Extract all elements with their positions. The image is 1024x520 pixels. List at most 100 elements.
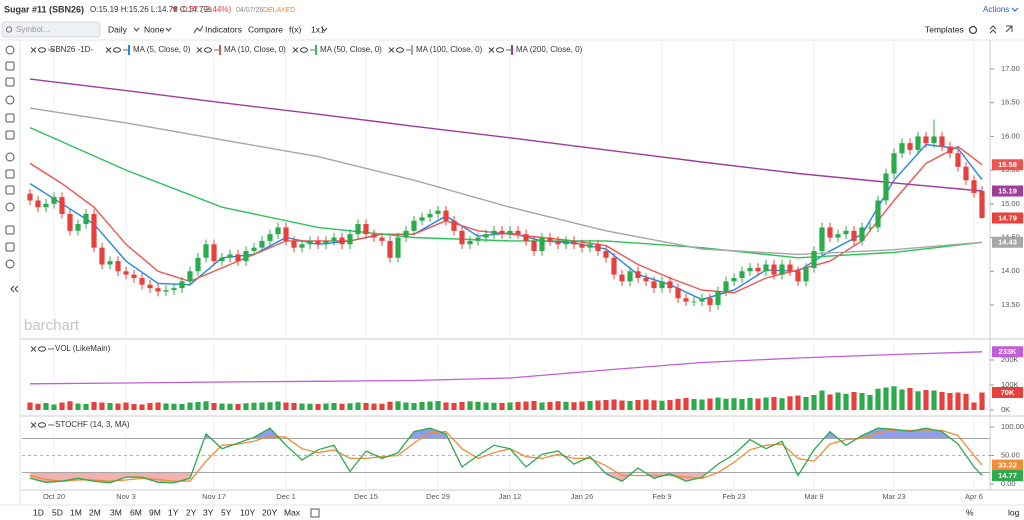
toolbar-item[interactable]: f(x) [289,24,301,34]
scale-option[interactable]: log [1008,507,1020,517]
volume-bar [795,395,801,410]
expand-icon[interactable] [1005,25,1013,33]
range-button[interactable]: 5Y [221,507,232,517]
tool-icon[interactable] [5,152,15,162]
legend-menu[interactable] [48,424,50,426]
legend-close[interactable] [30,422,37,428]
volume-bar [379,403,385,410]
legend-menu[interactable] [52,49,54,51]
legend-menu[interactable] [50,49,52,51]
legend-close[interactable] [388,47,395,53]
tool-icon[interactable] [5,242,15,252]
volume-bar [355,402,361,410]
legend-close[interactable] [292,47,299,53]
tool-icon[interactable] [5,113,15,123]
legend-close[interactable] [488,47,495,53]
candle-body [499,230,505,235]
legend-eye[interactable] [113,47,121,53]
range-button[interactable]: 3Y [203,507,214,517]
candle-body [611,257,617,275]
candle-body [579,244,585,248]
range-button[interactable]: 3M [110,507,122,517]
tool-icon[interactable] [5,77,15,87]
legend-menu[interactable] [50,348,52,350]
y-tick-label: 0K [1001,405,1010,414]
range-button[interactable]: 6M [130,507,142,517]
legend-eye[interactable] [300,47,308,53]
tool-icon[interactable] [5,185,15,195]
settings-icon[interactable] [968,25,978,35]
y-tick-label: 100K [1001,380,1019,389]
volume-bar [299,403,305,410]
volume-bar [547,402,553,410]
legend-menu[interactable] [123,49,125,51]
legend-eye[interactable] [396,47,404,53]
actions-menu[interactable]: Actions [983,5,1009,14]
scale-option[interactable]: % [966,507,974,517]
legend-menu[interactable] [125,49,127,51]
toolbar-item[interactable]: Indicators [205,24,242,34]
candle-body [643,277,649,282]
range-button[interactable]: 1D [33,507,44,517]
legend-menu[interactable] [216,49,218,51]
legend-eye[interactable] [38,346,46,352]
candle-body [971,180,977,194]
volume-bar [707,398,713,410]
range-button[interactable]: 2M [89,507,101,517]
legend-close[interactable] [105,47,112,53]
templates-button[interactable]: Templates [925,24,964,34]
collapse-icon[interactable] [989,25,997,34]
tool-icon[interactable] [5,169,15,179]
volume-bar [403,402,409,410]
range-button[interactable]: 5D [52,507,63,517]
legend-eye[interactable] [204,47,212,53]
toolbar-item[interactable]: None [144,24,165,34]
tool-icon[interactable] [5,130,15,140]
legend-eye[interactable] [38,47,46,53]
toolbar-item[interactable]: Daily [108,24,128,34]
legend-close[interactable] [196,47,203,53]
volume-bar [107,403,113,410]
symbol-input[interactable] [1,21,101,38]
symbol-title: Sugar #11 (SBN26) [4,4,84,14]
toolbar-item[interactable]: 1x1 [311,24,325,34]
range-button[interactable]: Max [284,507,301,517]
range-button[interactable]: 20Y [262,507,277,517]
volume-bar [123,402,129,410]
legend-menu[interactable] [50,424,52,426]
legend-menu[interactable] [48,49,50,51]
candle-body [371,234,377,238]
legend-menu[interactable] [52,424,54,426]
legend-menu[interactable] [48,348,50,350]
legend-menu[interactable] [508,49,510,51]
range-button[interactable]: 10Y [240,507,255,517]
tool-icon[interactable] [5,61,15,71]
legend-menu[interactable] [506,49,508,51]
range-button[interactable]: 1M [70,507,82,517]
ohlc-values: O:15.19 H:15.26 L:14.78 C:14.79s [90,5,212,14]
range-button[interactable]: 9M [149,507,161,517]
x-tick-label: Dec 15 [354,492,378,501]
legend-menu[interactable] [214,49,216,51]
tool-icon[interactable] [5,259,15,269]
legend-menu[interactable] [312,49,314,51]
legend-menu[interactable] [310,49,312,51]
range-button[interactable]: 1Y [168,507,179,517]
legend-menu[interactable] [52,348,54,350]
legend-menu[interactable] [408,49,410,51]
range-button[interactable]: 2Y [186,507,197,517]
tool-icon[interactable] [5,45,15,55]
calendar-icon[interactable] [310,508,320,518]
candle-body [123,271,129,275]
tool-icon[interactable] [5,95,15,105]
legend-eye[interactable] [38,422,46,428]
tool-icon[interactable] [5,202,15,212]
tool-icon[interactable] [5,225,15,235]
sidebar-toggle[interactable] [10,285,19,293]
legend-close[interactable] [30,346,37,352]
legend-close[interactable] [30,47,37,53]
toolbar-item[interactable]: Compare [248,24,283,34]
legend-eye[interactable] [496,47,504,53]
legend-menu[interactable] [406,49,408,51]
volume-bar [531,401,537,410]
